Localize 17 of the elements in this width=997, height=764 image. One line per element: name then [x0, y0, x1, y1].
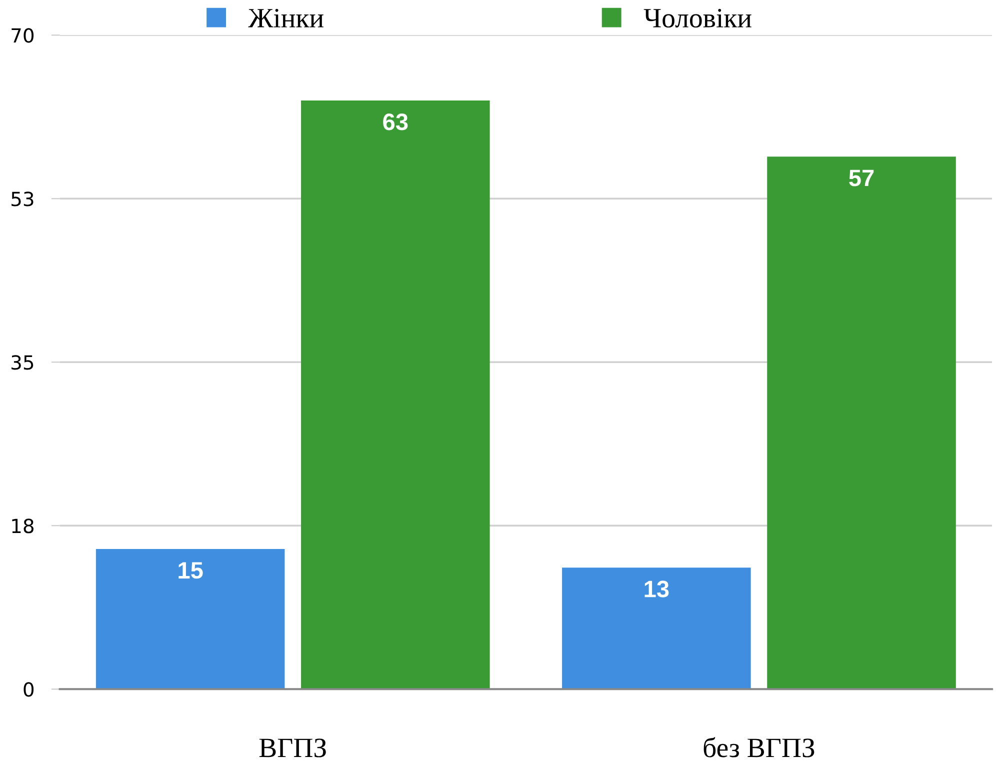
y-tick-label: 0	[24, 682, 34, 697]
legend-label: Жінки	[248, 8, 324, 28]
legend-label: Чоловіки	[644, 8, 752, 28]
data-label: 13	[644, 580, 669, 598]
y-tick-label: 70	[12, 28, 34, 43]
bar	[562, 568, 751, 690]
data-label: 57	[849, 170, 874, 186]
data-label: 63	[383, 114, 408, 130]
x-tick-label: без ВГПЗ	[704, 737, 814, 758]
data-label: 15	[178, 562, 203, 579]
y-tick-label: 35	[12, 355, 34, 370]
x-tick-label: ВГПЗ	[259, 738, 326, 758]
y-tick-label: 18	[12, 518, 34, 534]
bar	[96, 548, 285, 690]
y-tick-label: 53	[12, 192, 34, 206]
bar	[767, 156, 956, 690]
bar	[301, 100, 490, 690]
